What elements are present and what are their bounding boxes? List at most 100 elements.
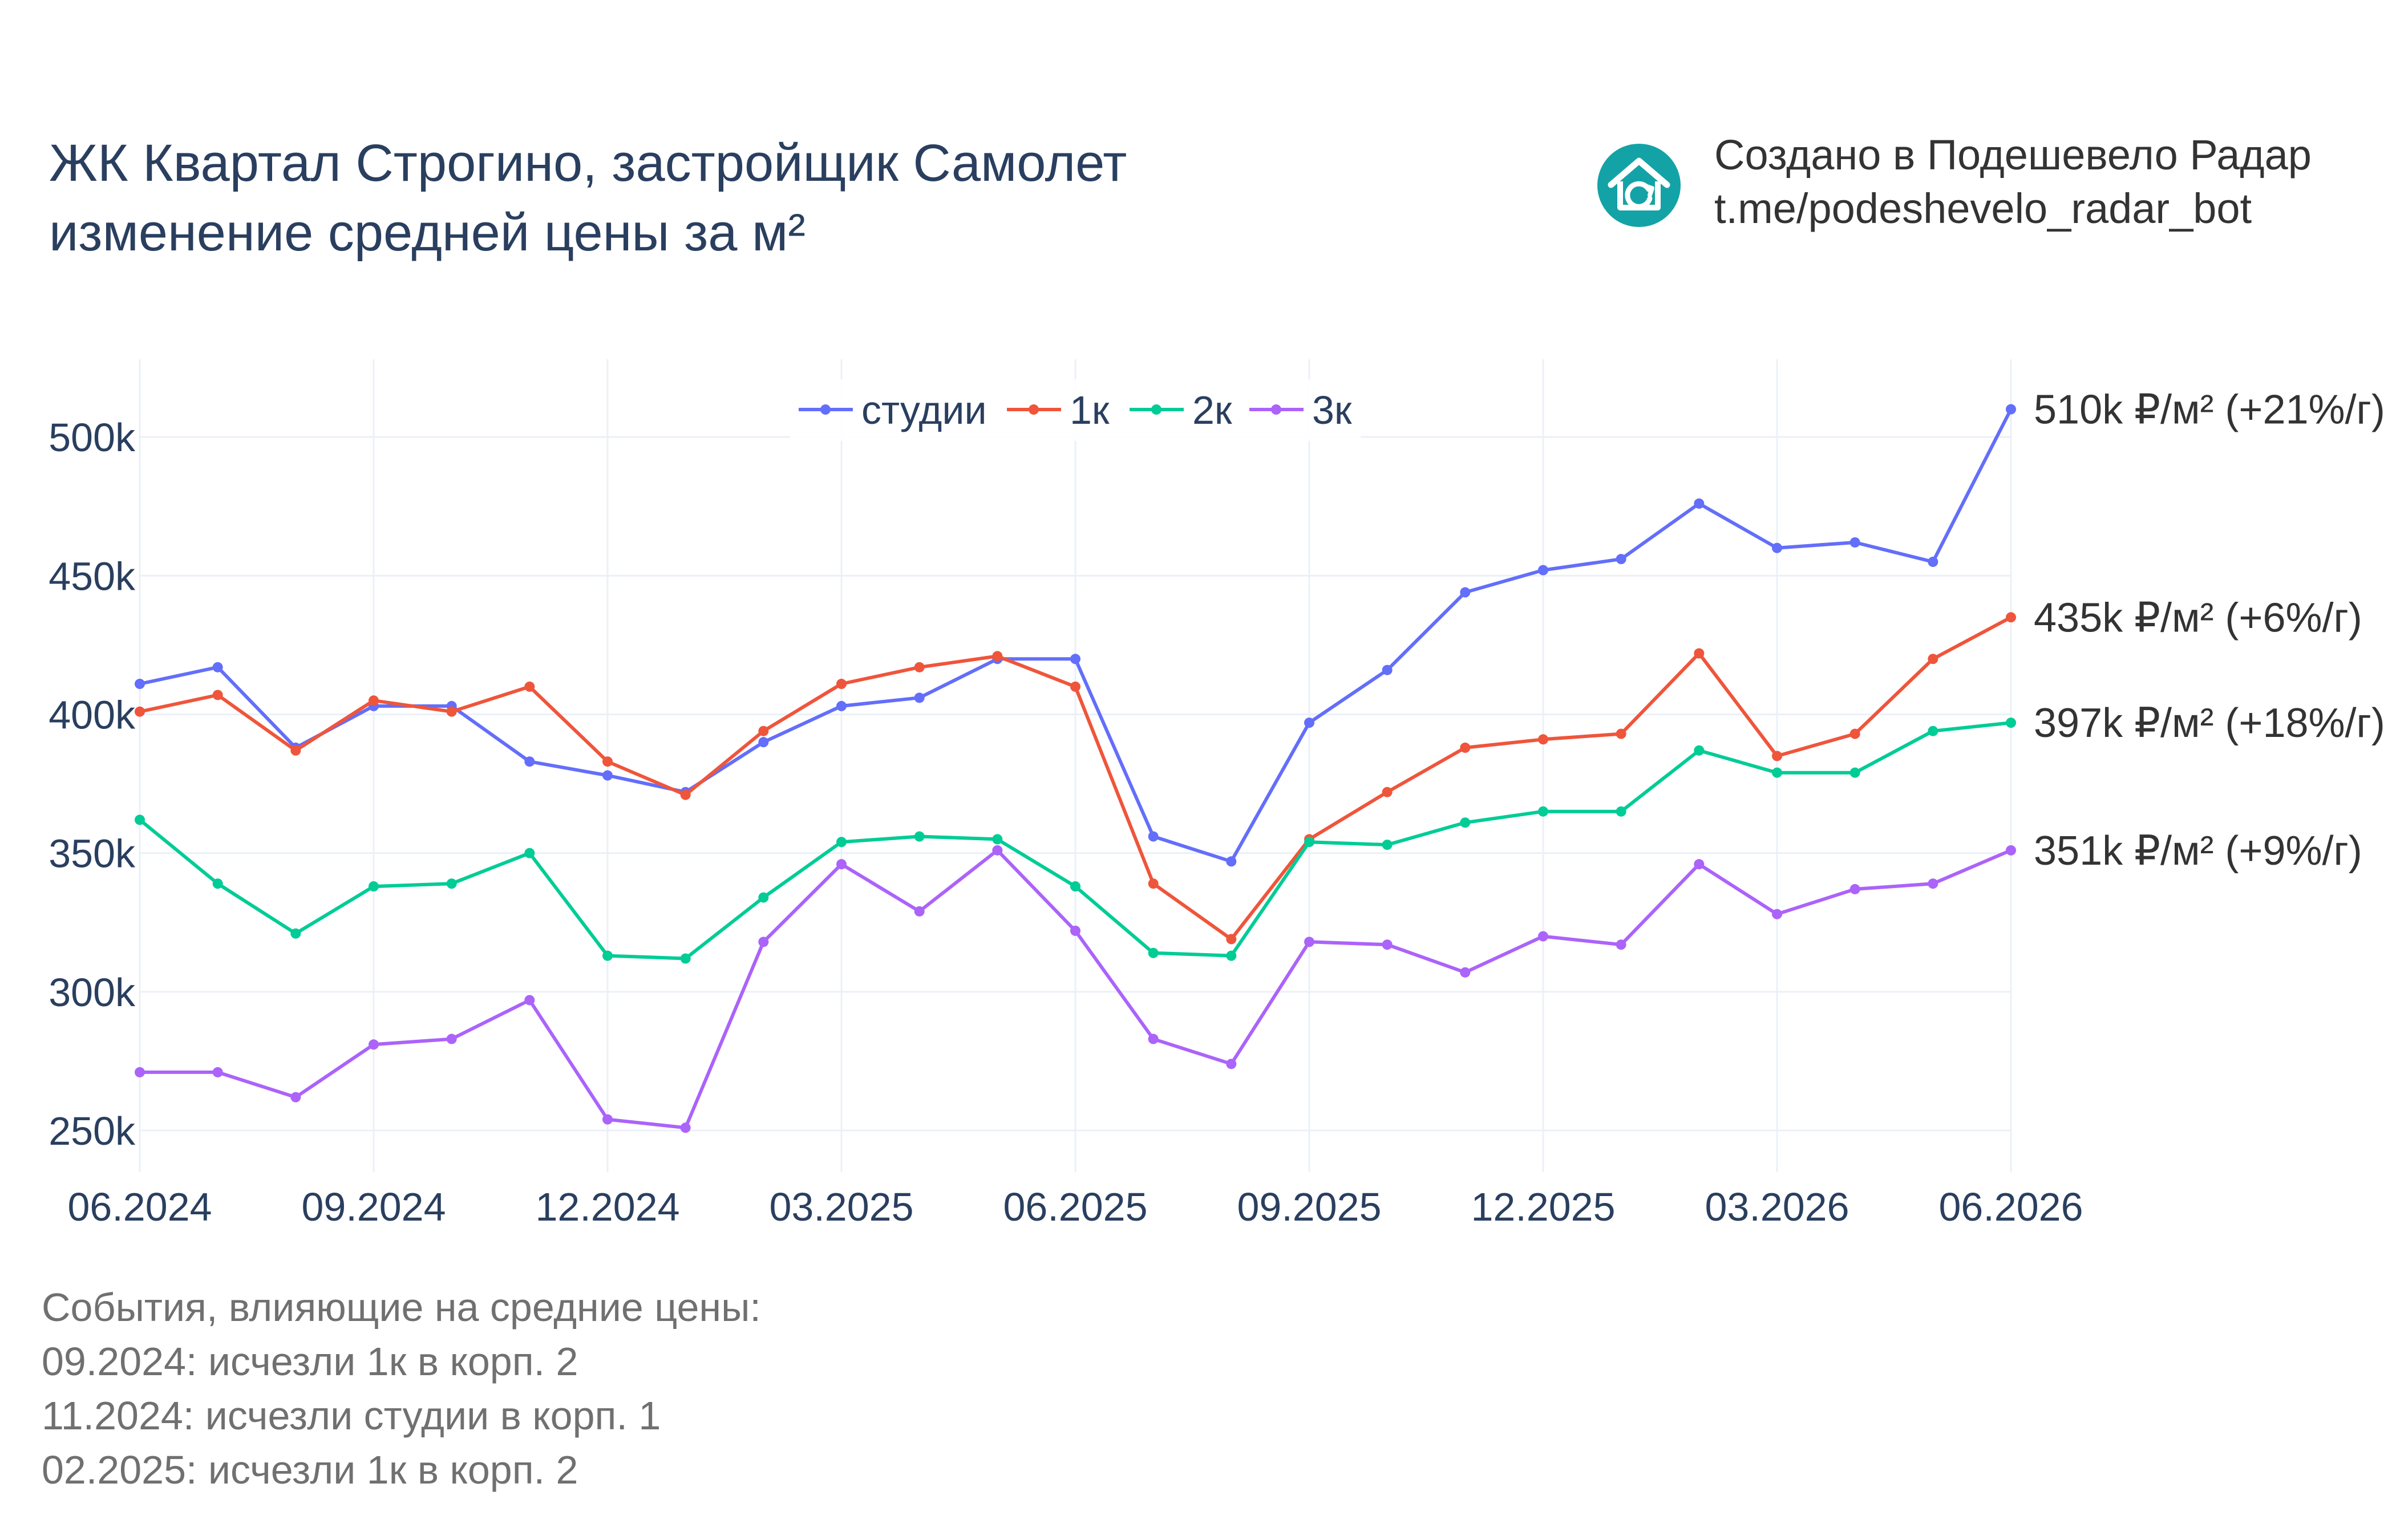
data-point bbox=[1616, 554, 1626, 565]
data-point bbox=[1928, 878, 1938, 889]
data-point bbox=[1226, 934, 1237, 945]
legend-entry[interactable]: 3к bbox=[1312, 388, 1352, 432]
x-tick-label: 06.2024 bbox=[67, 1185, 212, 1229]
credit-line1: Создано в Подешевело Радар bbox=[1714, 131, 2312, 179]
data-point bbox=[1538, 931, 1548, 942]
data-point bbox=[602, 950, 613, 961]
y-tick-label: 450k bbox=[48, 554, 136, 598]
y-tick-label: 400k bbox=[48, 693, 136, 737]
y-tick-label: 500k bbox=[48, 415, 136, 460]
data-point bbox=[1772, 909, 1782, 919]
data-point bbox=[446, 1034, 457, 1044]
events-heading: События, влияющие на средние цены: bbox=[42, 1285, 761, 1330]
data-point bbox=[1460, 742, 1471, 753]
data-point bbox=[135, 706, 145, 717]
data-point bbox=[680, 1122, 691, 1133]
data-point bbox=[680, 953, 691, 964]
end-label: 435k ₽/м² (+6%/г) bbox=[2034, 595, 2362, 641]
legend-marker[interactable] bbox=[1029, 404, 1039, 415]
event-item: 11.2024: исчезли студии в корп. 1 bbox=[42, 1393, 661, 1438]
data-point bbox=[1849, 767, 1860, 778]
data-point bbox=[1694, 859, 1705, 870]
legend-entry[interactable]: 2к bbox=[1192, 388, 1232, 432]
data-point bbox=[914, 906, 925, 917]
data-point bbox=[1694, 498, 1705, 509]
data-point bbox=[1928, 654, 1938, 664]
data-point bbox=[135, 679, 145, 690]
credit-link[interactable]: t.me/podeshevelo_radar_bot bbox=[1714, 185, 2252, 232]
data-point bbox=[1148, 947, 1159, 958]
data-point bbox=[290, 745, 301, 756]
data-point bbox=[758, 937, 769, 947]
data-point bbox=[680, 789, 691, 800]
data-point bbox=[369, 881, 379, 892]
legend-entry[interactable]: 1к bbox=[1070, 388, 1110, 432]
data-point bbox=[1538, 806, 1548, 817]
data-point bbox=[1694, 745, 1705, 756]
legend-marker[interactable] bbox=[1271, 404, 1281, 415]
chart-title-line1: ЖК Квартал Строгино, застройщик Самолет bbox=[49, 134, 1127, 192]
y-tick-label: 300k bbox=[48, 970, 136, 1015]
data-point bbox=[1070, 681, 1080, 692]
data-point bbox=[1382, 939, 1393, 950]
legend-marker[interactable] bbox=[1151, 404, 1161, 415]
data-point bbox=[1849, 537, 1860, 548]
data-point bbox=[2006, 718, 2016, 728]
legend-marker[interactable] bbox=[820, 404, 831, 415]
events-note: События, влияющие на средние цены: 09.20… bbox=[42, 1280, 761, 1497]
data-point bbox=[914, 692, 925, 703]
data-point bbox=[992, 651, 1003, 662]
data-point bbox=[1382, 840, 1393, 850]
data-point bbox=[369, 1039, 379, 1050]
data-point bbox=[1460, 817, 1471, 828]
data-point bbox=[836, 679, 847, 690]
data-point bbox=[1070, 881, 1080, 892]
data-point bbox=[369, 695, 379, 706]
data-point bbox=[1772, 751, 1782, 761]
data-point bbox=[135, 814, 145, 825]
data-point bbox=[212, 690, 223, 700]
y-tick-label: 350k bbox=[48, 832, 136, 876]
chart-legend[interactable]: студии 1к 2к 3к bbox=[790, 379, 1361, 441]
house-icon bbox=[1597, 144, 1681, 227]
data-point bbox=[212, 878, 223, 889]
end-label: 510k ₽/м² (+21%/г) bbox=[2034, 387, 2385, 433]
x-tick-label: 03.2025 bbox=[769, 1185, 913, 1229]
chart-title-line2: изменение средней цены за м² bbox=[49, 204, 806, 262]
data-point bbox=[1772, 767, 1782, 778]
data-point bbox=[1460, 587, 1471, 598]
chart-grid bbox=[139, 359, 2012, 1172]
end-label: 397k ₽/м² (+18%/г) bbox=[2034, 700, 2385, 746]
data-point bbox=[1538, 734, 1548, 745]
data-point bbox=[212, 662, 223, 672]
data-point bbox=[290, 928, 301, 939]
data-point bbox=[1694, 648, 1705, 659]
data-point bbox=[1382, 664, 1393, 675]
data-point bbox=[1226, 856, 1237, 867]
data-point bbox=[602, 770, 613, 781]
data-point bbox=[758, 737, 769, 748]
data-point bbox=[212, 1067, 223, 1077]
data-point bbox=[992, 845, 1003, 856]
x-tick-label: 12.2025 bbox=[1471, 1185, 1615, 1229]
legend-entry[interactable]: студии bbox=[861, 388, 987, 432]
x-tick-label: 06.2026 bbox=[1938, 1185, 2083, 1229]
data-point bbox=[1928, 726, 1938, 736]
data-point bbox=[1226, 950, 1237, 961]
data-point bbox=[836, 837, 847, 848]
end-label: 351k ₽/м² (+9%/г) bbox=[2034, 828, 2362, 874]
data-point bbox=[524, 756, 535, 767]
data-point bbox=[1304, 937, 1314, 947]
x-tick-label: 03.2026 bbox=[1705, 1185, 1849, 1229]
data-point bbox=[290, 1092, 301, 1103]
data-point bbox=[1849, 728, 1860, 739]
data-point bbox=[758, 726, 769, 736]
y-tick-label: 250k bbox=[48, 1109, 136, 1153]
chart-title: ЖК Квартал Строгино, застройщик Самолет … bbox=[49, 128, 1127, 268]
data-point bbox=[2006, 612, 2016, 623]
data-point bbox=[2006, 845, 2016, 856]
event-item: 09.2024: исчезли 1к в корп. 2 bbox=[42, 1339, 578, 1384]
data-point bbox=[135, 1067, 145, 1077]
line-chart: 250k 300k 350k 400k 450k 500k 06.2024 09.2024 12… bbox=[48, 359, 2385, 1229]
data-point bbox=[1226, 1059, 1237, 1069]
